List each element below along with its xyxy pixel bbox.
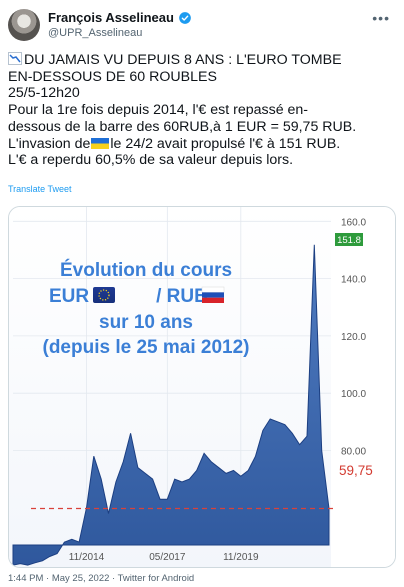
rate-chart: 160.0 140.0 120.0 100.0 80.00 11/2014 05/2017… [9, 207, 395, 567]
translate-tweet-link[interactable]: Translate Tweet [8, 184, 72, 194]
axis-panel [331, 207, 395, 567]
y-tick-label: 120.0 [341, 332, 366, 343]
tweet-line-5: dessous de la barre des 60RUB,à 1 EUR = … [8, 118, 357, 135]
y-axis: 160.0 140.0 120.0 100.0 80.00 [341, 217, 366, 457]
russia-flag-icon [201, 286, 225, 303]
x-axis: 11/2014 05/2017 11/2019 [69, 552, 259, 563]
x-tick-label: 05/2017 [149, 552, 186, 563]
more-options-icon[interactable]: ••• [372, 10, 390, 26]
eu-flag-icon [93, 287, 115, 303]
tweet-footer: 1:44 PM · May 25, 2022 · Twitter for And… [8, 573, 195, 584]
tweet-line-4: Pour la 1re fois depuis 2014, l'€ est re… [8, 102, 309, 119]
author-handle[interactable]: @UPR_Asselineau [48, 27, 143, 39]
last-price-badge: 151.8 [335, 233, 363, 246]
tweet-line-6-end: le 24/2 avait propulsé l'€ à 151 RUB. [110, 135, 341, 152]
tweet-media-chart[interactable]: 160.0 140.0 120.0 100.0 80.00 11/2014 05/2017… [8, 206, 396, 568]
chart-title: Évolution du cours EUR / RUB sur 10 ans … [43, 259, 250, 358]
tweet-line-6-start: L'invasion de [8, 135, 91, 152]
tweet-header: François Asselineau @UPR_Asselineau ••• [0, 0, 404, 46]
tweet-line-6: L'invasion de le 24/2 avait propulsé l'€ … [8, 136, 398, 153]
chart-title-line-1: Évolution du cours [60, 259, 232, 281]
x-tick-label: 11/2019 [223, 552, 259, 563]
reference-value-label: 59,75 [339, 463, 373, 478]
chart-title-line-4: (depuis le 25 mai 2012) [43, 337, 250, 358]
chart-decreasing-emoji-icon [8, 52, 22, 65]
tweet-line-3: 25/5-12h20 [8, 85, 80, 102]
last-price-label: 151.8 [337, 235, 361, 246]
y-tick-label: 80.00 [341, 446, 366, 457]
rate-area [12, 244, 330, 566]
grid [13, 207, 331, 545]
tweet-headline-1: DU JAMAIS VU DEPUIS 8 ANS : L'EURO TOMBE [24, 52, 342, 68]
author-name-row[interactable]: François Asselineau [48, 10, 192, 25]
y-tick-label: 100.0 [341, 389, 366, 400]
tweet-line-7: L'€ a reperdu 60,5% de sa valeur depuis … [8, 152, 294, 169]
tweet-text: DU JAMAIS VU DEPUIS 8 ANS : L'EURO TOMBE… [8, 52, 398, 169]
tweet-line-1: DU JAMAIS VU DEPUIS 8 ANS : L'EURO TOMBE [8, 52, 398, 69]
tweet-line-2: EN-DESSOUS DE 60 ROUBLES [8, 68, 217, 85]
verified-badge-icon [179, 11, 191, 24]
chart-title-line-3: sur 10 ans [99, 312, 193, 333]
y-tick-label: 140.0 [341, 275, 366, 286]
x-tick-label: 11/2014 [69, 552, 105, 563]
y-tick-label: 160.0 [341, 217, 366, 228]
chart-title-rub: / RUB [156, 286, 208, 307]
avatar[interactable] [8, 9, 40, 41]
author-name[interactable]: François Asselineau [48, 10, 174, 25]
chart-title-eur: EUR [49, 286, 89, 307]
ukraine-flag-icon [91, 137, 110, 149]
